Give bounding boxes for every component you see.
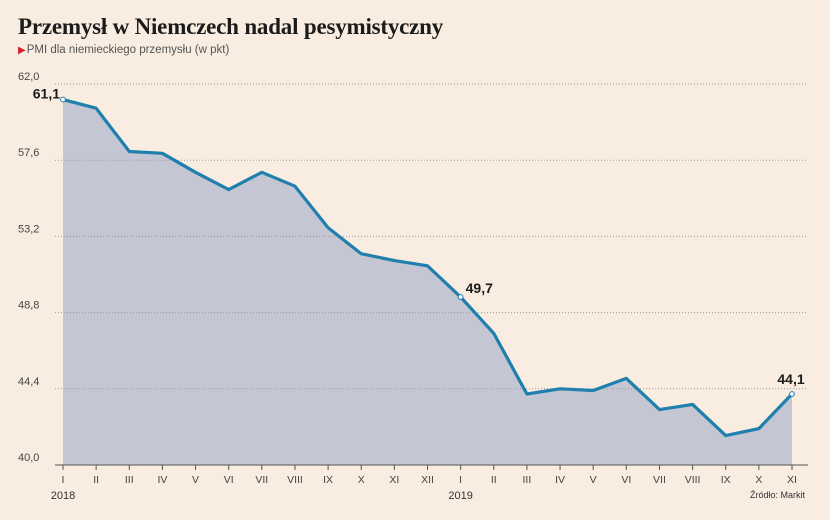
data-label: 49,7 — [466, 280, 493, 296]
data-point-marker — [457, 294, 464, 300]
y-tick-label: 40,0 — [18, 452, 39, 464]
x-tick-label: XI — [787, 474, 797, 486]
y-tick-label: 44,4 — [18, 376, 39, 388]
y-tick-label: 57,6 — [18, 147, 39, 159]
x-tick-label: IX — [721, 474, 731, 486]
x-tick-label: VIII — [287, 474, 303, 486]
y-tick-label: 53,2 — [18, 223, 39, 235]
x-tick-label: XI — [389, 474, 399, 486]
x-tick-label: XII — [421, 474, 434, 486]
x-tick-label: IX — [323, 474, 333, 486]
pmi-line — [61, 97, 794, 438]
pmi-area — [63, 99, 792, 465]
x-tick-label: IV — [555, 474, 565, 486]
y-tick-label: 48,8 — [18, 300, 39, 312]
x-tick-label: IV — [157, 474, 167, 486]
chart-title: Przemysł w Niemczech nadal pesymistyczny — [18, 14, 444, 39]
x-tick-label: I — [459, 474, 462, 486]
subtitle-text: PMI dla niemieckiego przemysłu (w pkt) — [26, 44, 230, 56]
x-tick-label: VII — [255, 474, 268, 486]
data-label: 61,1 — [33, 86, 60, 102]
x-tick-label: I — [62, 474, 65, 486]
chart-subtitle: ▶PMI dla niemieckiego przemysłu (w pkt) — [18, 44, 229, 56]
y-tick-label: 62,0 — [18, 71, 39, 83]
data-point-marker — [789, 391, 795, 397]
data-label: 44,1 — [777, 371, 804, 387]
x-tick-label: VIII — [685, 474, 701, 486]
x-tick-label: III — [125, 474, 134, 486]
red-triangle-icon: ▶ — [18, 45, 26, 56]
year-label: 2019 — [448, 490, 472, 502]
x-tick-label: VI — [224, 474, 234, 486]
data-point-marker — [60, 96, 66, 103]
x-tick-label: VI — [621, 474, 631, 486]
x-tick-label: VII — [653, 474, 666, 486]
x-tick-label: III — [523, 474, 532, 486]
x-tick-label: V — [192, 474, 199, 486]
year-label: 2018 — [51, 490, 75, 502]
x-tick-label: X — [358, 474, 365, 486]
x-tick-label: II — [491, 474, 497, 486]
source-note: Źródło: Markit — [750, 490, 806, 500]
x-tick-label: X — [755, 474, 762, 486]
x-tick-label: II — [93, 474, 99, 486]
x-tick-label: V — [590, 474, 597, 486]
